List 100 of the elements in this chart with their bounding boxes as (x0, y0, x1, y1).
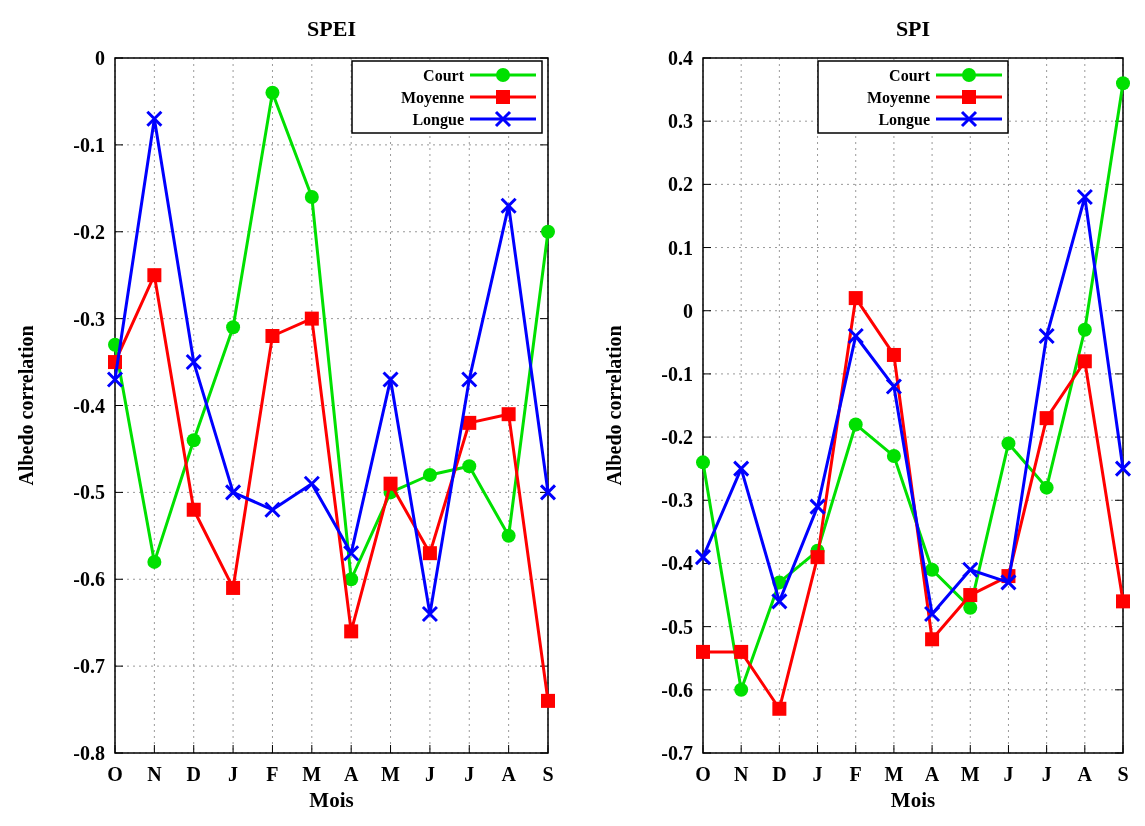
point (541, 224, 555, 239)
x-tick-label: S (1117, 763, 1129, 785)
x-tick-label: A (501, 763, 517, 785)
legend-label: Moyenne (400, 88, 464, 107)
point (1076, 188, 1094, 206)
legend-label: Longue (878, 110, 930, 129)
point (304, 311, 319, 326)
point (147, 268, 162, 283)
point (460, 370, 478, 388)
y-tick-label: 0.4 (668, 47, 693, 69)
point (541, 693, 555, 708)
x-tick-label: J (812, 763, 823, 785)
y-tick-label: 0.2 (668, 173, 693, 196)
y-tick-label: -0.6 (661, 678, 693, 701)
y-tick-label: -0.3 (661, 489, 693, 512)
point (106, 370, 124, 388)
x-tick-label: M (302, 763, 322, 785)
x-tick-label: J (1041, 763, 1052, 785)
y-tick-label: -0.3 (73, 307, 105, 330)
point (1001, 436, 1016, 451)
point (422, 546, 437, 561)
point (501, 528, 516, 543)
point (847, 327, 865, 345)
legend-label: Court (889, 66, 931, 84)
point (304, 190, 319, 204)
y-axis-title: Albedo correlation (15, 325, 37, 486)
point (770, 592, 788, 610)
point (147, 554, 162, 569)
x-tick-label: J (1003, 763, 1014, 785)
x-tick-label: N (147, 763, 163, 785)
x-tick-label: O (695, 763, 711, 785)
x-tick-label: D (772, 763, 787, 785)
y-tick-label: 0.1 (668, 236, 693, 259)
point (344, 572, 359, 587)
point (1077, 354, 1092, 369)
y-axis-title: Albedo correlation (603, 325, 625, 486)
x-tick-label: J (228, 763, 239, 785)
point (462, 459, 477, 474)
x-tick-label: F (266, 763, 279, 785)
point (342, 544, 360, 562)
y-tick-label: -0.2 (661, 426, 693, 449)
point (265, 329, 280, 343)
y-tick-label: 0 (95, 47, 105, 69)
x-tick-label: J (464, 763, 475, 785)
point (772, 701, 787, 716)
y-tick-label: -0.7 (661, 742, 693, 764)
legend-label: Longue (412, 110, 464, 129)
point (694, 548, 712, 566)
point (809, 498, 827, 516)
point (1077, 322, 1092, 337)
x-tick-label: M (884, 763, 904, 785)
x-tick-label: O (107, 763, 123, 785)
point (422, 468, 437, 482)
point (848, 417, 863, 432)
point (1114, 460, 1132, 478)
point (886, 347, 901, 362)
point (961, 561, 979, 579)
x-tick-label: A (924, 763, 940, 785)
point (185, 353, 203, 371)
x-tick-label: N (733, 763, 749, 785)
chart-title: SPEI (307, 16, 356, 41)
y-tick-label: -0.5 (661, 615, 693, 638)
point (963, 588, 978, 603)
point (734, 644, 749, 659)
point (1039, 480, 1054, 495)
y-tick-label: 0 (683, 299, 693, 322)
point (303, 475, 321, 493)
point (925, 632, 940, 647)
point (265, 85, 280, 100)
point (810, 550, 825, 565)
x-tick-label: M (381, 763, 401, 785)
y-tick-label: -0.7 (73, 655, 105, 678)
legend-label: Court (423, 66, 465, 84)
point (1116, 594, 1130, 609)
x-axis-title: Mois (309, 788, 354, 812)
point (226, 320, 241, 335)
x-tick-label: D (186, 763, 201, 785)
point (732, 460, 750, 478)
y-tick-label: 0.3 (668, 110, 693, 133)
point (734, 682, 749, 697)
point (886, 449, 901, 464)
point (539, 483, 557, 501)
y-tick-label: -0.8 (73, 742, 105, 764)
y-tick-label: -0.1 (661, 362, 693, 385)
point (1038, 327, 1056, 345)
x-tick-label: A (1077, 763, 1093, 785)
x-tick-label: F (849, 763, 862, 785)
y-tick-label: -0.4 (73, 394, 105, 417)
point (226, 580, 241, 595)
point (500, 197, 518, 215)
point (696, 644, 710, 659)
chart-title: SPI (895, 16, 931, 41)
y-tick-label: -0.2 (73, 220, 105, 243)
point (923, 605, 941, 623)
point (224, 483, 242, 501)
x-tick-label: M (960, 763, 980, 785)
y-tick-label: -0.6 (73, 568, 105, 591)
point (383, 476, 398, 491)
legend-label: Moyenne (866, 88, 930, 107)
point (186, 433, 201, 448)
